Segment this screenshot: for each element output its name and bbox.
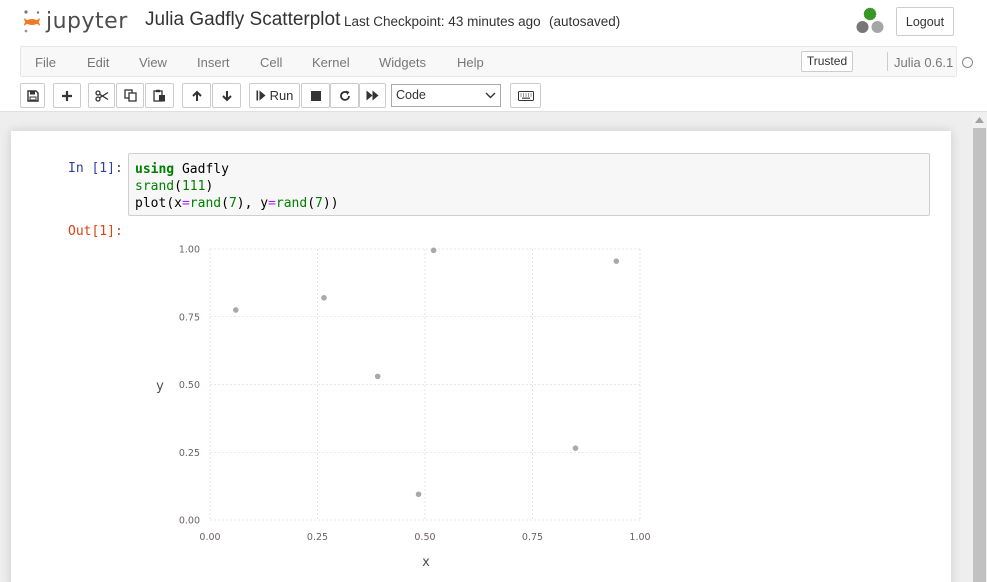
code-number: 7 bbox=[315, 196, 323, 211]
save-icon bbox=[26, 89, 39, 102]
arrow-up-icon bbox=[191, 90, 202, 101]
cell-type-select[interactable]: Code bbox=[391, 84, 501, 107]
arrow-down-icon bbox=[221, 90, 232, 101]
restart-run-all-button[interactable] bbox=[359, 83, 386, 108]
x-tick-label: 0.50 bbox=[414, 532, 435, 543]
insert-cell-button[interactable] bbox=[53, 83, 81, 108]
code-cell-editor[interactable]: using Gadfly srand(111) plot(x=rand(7), … bbox=[128, 153, 930, 216]
scatter-point bbox=[321, 294, 327, 301]
scatter-point bbox=[374, 373, 381, 380]
code-function: srand bbox=[135, 179, 175, 194]
checkpoint-status: Last Checkpoint: 43 minutes ago bbox=[344, 14, 541, 29]
jupyter-logo-icon bbox=[24, 10, 40, 33]
code-arg-name: x bbox=[174, 196, 182, 211]
jupyter-logo[interactable]: jupyter bbox=[22, 8, 128, 34]
input-prompt: In [1]: bbox=[68, 161, 123, 176]
autosave-status: (autosaved) bbox=[549, 14, 621, 29]
y-tick-label: 0.25 bbox=[179, 448, 200, 459]
paste-button[interactable] bbox=[145, 83, 174, 108]
notebook-title[interactable]: Julia Gadfly Scatterplot bbox=[145, 9, 341, 30]
julia-kernel-logo-icon bbox=[856, 7, 884, 33]
copy-button[interactable] bbox=[116, 83, 144, 108]
y-tick-label: 0.00 bbox=[179, 516, 200, 527]
run-cell-button[interactable]: Run bbox=[249, 83, 300, 108]
chevron-down-icon bbox=[485, 92, 496, 99]
move-down-button[interactable] bbox=[212, 83, 241, 108]
cut-button[interactable] bbox=[88, 83, 115, 108]
plot-grid bbox=[209, 248, 641, 521]
move-up-button[interactable] bbox=[182, 83, 211, 108]
paste-icon bbox=[153, 89, 165, 102]
code-function: rand bbox=[189, 196, 222, 211]
code-number: 7 bbox=[228, 196, 237, 211]
menu-kernel[interactable]: Kernel bbox=[312, 55, 350, 70]
menubar: File Edit View Insert Cell Kernel Widget… bbox=[20, 46, 973, 77]
code-arg-name: y bbox=[260, 196, 269, 211]
scroll-up-arrow-icon[interactable] bbox=[975, 117, 984, 123]
code-line: using Gadfly bbox=[135, 161, 929, 178]
y-tick-label: 1.00 bbox=[179, 245, 200, 256]
restart-kernel-button[interactable] bbox=[330, 83, 359, 108]
jupyter-logo-text: jupyter bbox=[46, 8, 128, 34]
x-tick-label: 0.00 bbox=[199, 532, 220, 543]
save-button[interactable] bbox=[20, 83, 45, 108]
y-tick-label: 0.50 bbox=[179, 380, 200, 391]
cell-type-value: Code bbox=[396, 88, 426, 102]
scatter-point bbox=[415, 491, 422, 498]
y-tick-label: 0.75 bbox=[179, 312, 200, 323]
scissors-icon bbox=[94, 89, 108, 102]
menu-cell[interactable]: Cell bbox=[260, 55, 283, 70]
scrollbar-thumb[interactable] bbox=[973, 128, 986, 582]
menu-widgets[interactable]: Widgets bbox=[379, 55, 426, 70]
code-function: rand bbox=[275, 196, 308, 211]
menu-edit[interactable]: Edit bbox=[87, 55, 110, 70]
trusted-badge[interactable]: Trusted bbox=[801, 51, 853, 72]
keyboard-icon bbox=[517, 90, 534, 101]
kernel-idle-indicator-icon bbox=[962, 57, 973, 68]
plot-points bbox=[233, 247, 620, 498]
x-tick-label: 0.25 bbox=[307, 532, 328, 543]
code-number: 111 bbox=[181, 179, 206, 194]
x-axis-label: x bbox=[422, 555, 430, 570]
copy-icon bbox=[123, 89, 137, 102]
code-keyword: using bbox=[135, 162, 175, 177]
menu-insert[interactable]: Insert bbox=[197, 55, 230, 70]
code-line: plot(x=rand(7), y=rand(7)) bbox=[135, 196, 339, 211]
scatter-point bbox=[430, 247, 437, 254]
stop-icon bbox=[310, 90, 321, 101]
scatter-point bbox=[572, 445, 579, 451]
fast-forward-icon bbox=[366, 90, 379, 101]
x-tick-label: 1.00 bbox=[629, 532, 650, 543]
output-prompt: Out[1]: bbox=[68, 224, 123, 239]
run-label: Run bbox=[269, 88, 294, 103]
logout-button[interactable]: Logout bbox=[896, 7, 954, 36]
y-tick-labels: 0.00 0.25 0.50 0.75 1.00 bbox=[179, 245, 200, 527]
plus-icon bbox=[62, 90, 72, 101]
x-tick-label: 0.75 bbox=[522, 532, 543, 543]
menu-view[interactable]: View bbox=[139, 55, 167, 70]
interrupt-kernel-button[interactable] bbox=[301, 83, 330, 108]
step-forward-icon bbox=[256, 90, 266, 101]
menu-file[interactable]: File bbox=[35, 55, 56, 70]
scatter-point bbox=[233, 307, 239, 313]
y-axis-label: y bbox=[156, 379, 164, 394]
scatter-point bbox=[613, 258, 620, 264]
code-text: Gadfly bbox=[174, 162, 229, 177]
code-function: plot bbox=[135, 196, 167, 211]
code-line: srand(111) bbox=[135, 179, 214, 194]
kernel-name[interactable]: Julia 0.6.1 bbox=[894, 55, 954, 70]
kernel-separator bbox=[887, 52, 888, 71]
x-tick-labels: 0.00 0.25 0.50 0.75 1.00 bbox=[199, 532, 650, 543]
restart-icon bbox=[339, 90, 350, 101]
scatter-plot: 0.00 0.25 0.50 0.75 1.00 0.00 0.25 0.50 0.75 1.0… bbox=[156, 245, 650, 571]
command-palette-button[interactable] bbox=[510, 83, 541, 108]
menu-help[interactable]: Help bbox=[457, 55, 484, 70]
